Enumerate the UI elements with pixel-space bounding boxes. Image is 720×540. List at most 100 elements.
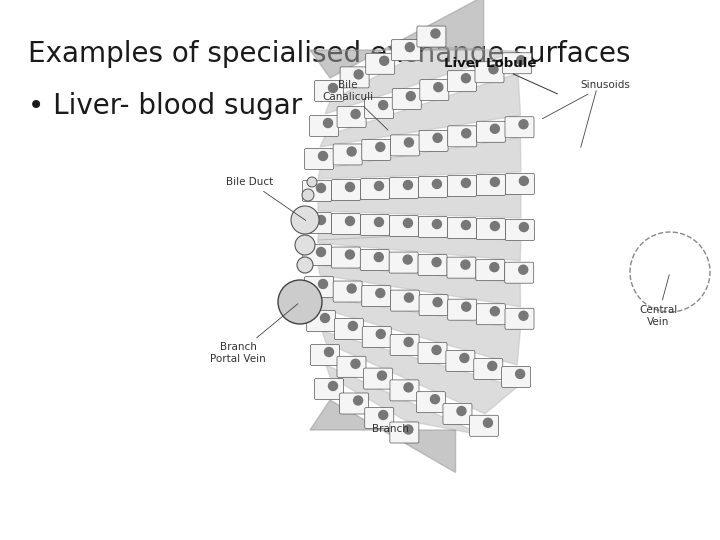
Circle shape [348, 321, 357, 330]
FancyBboxPatch shape [302, 245, 331, 266]
Circle shape [483, 418, 492, 427]
Circle shape [347, 284, 356, 293]
FancyBboxPatch shape [340, 67, 369, 88]
Circle shape [518, 265, 528, 274]
Circle shape [354, 396, 363, 405]
FancyBboxPatch shape [419, 130, 448, 151]
FancyBboxPatch shape [419, 295, 448, 316]
Polygon shape [326, 365, 485, 436]
FancyBboxPatch shape [503, 53, 531, 74]
Circle shape [462, 129, 471, 138]
Circle shape [291, 206, 319, 234]
FancyBboxPatch shape [364, 368, 392, 389]
FancyBboxPatch shape [390, 334, 419, 355]
FancyBboxPatch shape [443, 403, 472, 424]
FancyBboxPatch shape [477, 219, 505, 240]
FancyBboxPatch shape [337, 106, 366, 127]
FancyBboxPatch shape [417, 26, 446, 47]
FancyBboxPatch shape [447, 218, 477, 239]
Polygon shape [310, 400, 456, 472]
Circle shape [460, 354, 469, 362]
Circle shape [379, 56, 389, 65]
FancyBboxPatch shape [448, 299, 477, 320]
FancyBboxPatch shape [307, 310, 336, 332]
Text: Liver Lobule: Liver Lobule [444, 57, 557, 94]
FancyBboxPatch shape [315, 80, 343, 102]
FancyBboxPatch shape [364, 98, 394, 119]
FancyBboxPatch shape [447, 257, 476, 278]
FancyBboxPatch shape [362, 327, 391, 347]
Circle shape [490, 221, 500, 231]
Circle shape [405, 43, 414, 52]
Circle shape [433, 133, 442, 143]
Circle shape [376, 143, 384, 151]
Circle shape [297, 257, 313, 273]
FancyBboxPatch shape [448, 126, 477, 147]
FancyBboxPatch shape [361, 179, 390, 199]
Circle shape [489, 65, 498, 74]
Polygon shape [320, 297, 521, 365]
FancyBboxPatch shape [366, 53, 395, 75]
Circle shape [377, 329, 385, 339]
Circle shape [318, 280, 328, 288]
Circle shape [516, 56, 526, 65]
FancyBboxPatch shape [361, 139, 391, 160]
FancyBboxPatch shape [361, 214, 390, 235]
FancyBboxPatch shape [360, 249, 390, 271]
Circle shape [487, 361, 497, 370]
Circle shape [379, 410, 388, 420]
Circle shape [403, 219, 413, 227]
Polygon shape [325, 46, 518, 114]
Circle shape [346, 250, 354, 259]
Circle shape [404, 338, 413, 347]
Circle shape [379, 100, 387, 110]
FancyBboxPatch shape [334, 319, 364, 340]
Circle shape [347, 147, 356, 156]
Circle shape [351, 359, 360, 368]
Circle shape [374, 181, 384, 191]
Text: Central
Vein: Central Vein [639, 275, 677, 327]
FancyBboxPatch shape [390, 178, 418, 199]
Circle shape [376, 288, 384, 298]
Circle shape [519, 177, 528, 185]
Circle shape [323, 118, 333, 127]
FancyBboxPatch shape [505, 262, 534, 283]
Polygon shape [318, 137, 521, 179]
Circle shape [490, 124, 500, 133]
FancyBboxPatch shape [505, 173, 534, 194]
Circle shape [328, 84, 338, 92]
FancyBboxPatch shape [390, 290, 420, 311]
Circle shape [462, 220, 470, 230]
FancyBboxPatch shape [391, 39, 420, 60]
FancyBboxPatch shape [333, 281, 362, 302]
FancyBboxPatch shape [365, 408, 394, 429]
Text: Sinusoids: Sinusoids [542, 80, 630, 119]
FancyBboxPatch shape [505, 308, 534, 329]
FancyBboxPatch shape [310, 345, 340, 366]
Circle shape [317, 247, 325, 256]
Text: Branch: Branch [372, 424, 408, 434]
Circle shape [433, 220, 441, 228]
FancyBboxPatch shape [302, 213, 331, 233]
Circle shape [346, 217, 354, 226]
Circle shape [403, 255, 412, 264]
Polygon shape [318, 233, 521, 261]
FancyBboxPatch shape [505, 117, 534, 138]
Circle shape [328, 381, 338, 390]
FancyBboxPatch shape [475, 62, 504, 83]
FancyBboxPatch shape [390, 422, 419, 443]
Circle shape [432, 346, 441, 354]
Circle shape [346, 183, 354, 192]
FancyBboxPatch shape [420, 80, 449, 100]
FancyBboxPatch shape [390, 380, 419, 401]
Circle shape [405, 138, 413, 147]
FancyBboxPatch shape [331, 213, 361, 234]
Circle shape [516, 369, 525, 379]
FancyBboxPatch shape [447, 71, 477, 92]
Circle shape [317, 215, 325, 225]
FancyBboxPatch shape [390, 215, 418, 237]
Text: Branch
Portal Vein: Branch Portal Vein [210, 304, 298, 364]
FancyBboxPatch shape [418, 217, 447, 238]
FancyBboxPatch shape [418, 177, 447, 198]
FancyBboxPatch shape [361, 286, 391, 307]
